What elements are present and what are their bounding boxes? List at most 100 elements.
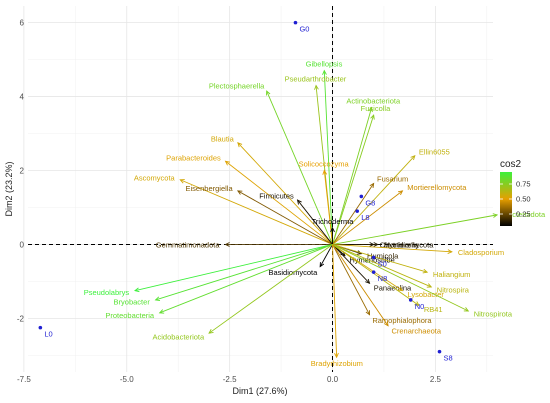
variable-arrow-23 xyxy=(332,244,428,273)
variable-label-14: Bacteroidota xyxy=(503,210,546,219)
axis-ticks: -7.5 -5.0 -2.5 0.0 2.5 -2 0 2 4 6 xyxy=(17,19,442,384)
x-tick-label-0: -7.5 xyxy=(17,375,31,384)
gridlines xyxy=(23,6,493,372)
variable-24: Panaeolina xyxy=(332,244,412,293)
variable-32: Ramophialophora xyxy=(332,244,432,325)
variable-label-24: Panaeolina xyxy=(374,284,412,293)
site-label-1: L0 xyxy=(44,330,52,339)
y-axis-title: Dim2 (23.2%) xyxy=(4,161,14,216)
site-4: S0 xyxy=(371,255,387,268)
variable-9: Ascomycota xyxy=(134,173,333,245)
variable-label-0: Gibellopsis xyxy=(306,60,343,69)
variable-arrowhead-16 xyxy=(224,242,230,247)
variable-label-1: Plectosphaerella xyxy=(209,82,265,91)
variable-label-19: Cladosporium xyxy=(458,248,504,257)
variable-arrowhead-14 xyxy=(492,213,499,218)
variable-label-20: Humicola xyxy=(367,252,399,261)
variable-4: Fusicolla xyxy=(332,104,391,245)
variable-label-28: Bryobacter xyxy=(114,298,151,307)
site-1: L0 xyxy=(38,325,53,339)
variable-arrowhead-33 xyxy=(383,321,389,327)
variable-label-34: Acidobacteriota xyxy=(152,333,205,342)
variable-arrow-24 xyxy=(332,244,370,284)
variable-arrow-32 xyxy=(332,244,370,315)
variable-label-17: Chytridiomycota xyxy=(380,240,435,249)
variable-arrowhead-27 xyxy=(397,286,404,292)
variable-arrowhead-31 xyxy=(158,309,165,314)
variable-label-35: Bradyrhizobium xyxy=(311,359,363,368)
legend-title: cos2 xyxy=(500,159,522,170)
site-points: G0 L0 G8 L8 S0 N8 N0 S8 xyxy=(38,20,453,363)
site-label-2: G8 xyxy=(365,198,375,207)
variable-arrowhead-15 xyxy=(330,226,335,233)
variable-arrows: Gibellopsis Plectosphaerella Pseudarthroba… xyxy=(84,60,546,369)
site-label-0: G0 xyxy=(299,25,309,34)
variable-14: Bacteroidota xyxy=(332,210,546,245)
variable-arrowhead-4 xyxy=(370,114,375,120)
variable-label-29: RB41 xyxy=(424,305,443,314)
site-label-5: N8 xyxy=(378,274,388,283)
y-tick-label-3: 4 xyxy=(20,93,25,102)
site-point-2 xyxy=(359,194,364,199)
site-2: G8 xyxy=(359,194,375,207)
variable-arrow-28 xyxy=(155,244,333,301)
variable-7: Parabacteroides xyxy=(166,154,333,245)
variable-arrow-5 xyxy=(237,142,333,245)
variable-label-2: Pseudarthrobacter xyxy=(285,74,347,83)
variable-25: Nitrospira xyxy=(332,244,470,294)
variable-label-4: Fusicolla xyxy=(361,104,391,113)
variable-label-21: Hymenostilbe xyxy=(349,256,394,265)
variable-arrowhead-24 xyxy=(365,278,371,285)
variable-31: Proteobacteria xyxy=(105,244,333,320)
variable-arrowhead-35 xyxy=(334,352,339,359)
variable-label-16: Gemmatimonadota xyxy=(156,240,221,249)
variable-arrow-25 xyxy=(332,244,432,288)
x-axis-title: Dim1 (27.6%) xyxy=(232,386,287,396)
variable-label-10: Fusarium xyxy=(377,174,408,183)
variable-26: Pseudolabrys xyxy=(84,244,333,297)
x-tick-label-3: 0.0 xyxy=(327,375,339,384)
variable-arrowhead-5 xyxy=(237,142,243,148)
variable-arrowhead-28 xyxy=(154,296,161,302)
variable-label-23: Haliangium xyxy=(433,270,471,279)
variable-13: Firmicutes xyxy=(259,191,333,245)
variable-label-31: Proteobacteria xyxy=(105,311,155,320)
variable-arrow-12 xyxy=(237,190,333,245)
variable-arrowhead-34 xyxy=(208,329,214,334)
variable-arrow-14 xyxy=(332,214,498,245)
variable-label-11: Mortierellomycota xyxy=(407,183,467,192)
variable-arrowhead-30 xyxy=(463,307,470,312)
site-point-3 xyxy=(355,209,360,213)
site-6: N0 xyxy=(408,298,424,311)
site-point-5 xyxy=(371,270,376,274)
variable-arrow-0 xyxy=(323,70,333,245)
variable-label-12: Eisenbergiella xyxy=(186,184,234,193)
variable-arrowhead-25 xyxy=(426,283,433,288)
site-0: G0 xyxy=(293,20,309,34)
variable-arrow-30 xyxy=(332,244,469,312)
variable-arrowhead-10 xyxy=(369,182,375,188)
variable-arrowhead-0 xyxy=(322,69,327,76)
variable-arrowhead-32 xyxy=(365,310,371,316)
variable-5: Blautia xyxy=(211,134,333,245)
variable-arrow-6 xyxy=(332,155,416,245)
variable-arrow-13 xyxy=(297,199,333,245)
variable-arrow-8 xyxy=(323,170,333,245)
variable-label-8: Solicoccozyma xyxy=(299,160,350,169)
variable-label-27: Lysobacter xyxy=(407,290,444,299)
variable-label-5: Blautia xyxy=(211,134,235,143)
variable-arrowhead-3 xyxy=(368,106,373,113)
variable-arrowhead-1 xyxy=(266,90,271,96)
variable-arrowhead-13 xyxy=(296,199,302,205)
legend-label-1: 0.50 xyxy=(516,195,531,204)
variable-arrowhead-20 xyxy=(356,250,363,255)
variable-15: Trichoderma xyxy=(312,217,354,245)
site-3: L8 xyxy=(355,209,370,222)
variable-1: Plectosphaerella xyxy=(209,82,333,245)
variable-0: Gibellopsis xyxy=(306,60,343,245)
variable-18: Mortierella xyxy=(332,240,420,249)
variable-label-18: Mortierella xyxy=(384,240,420,249)
variable-arrow-31 xyxy=(159,244,333,314)
legend-colorbar xyxy=(500,172,512,226)
